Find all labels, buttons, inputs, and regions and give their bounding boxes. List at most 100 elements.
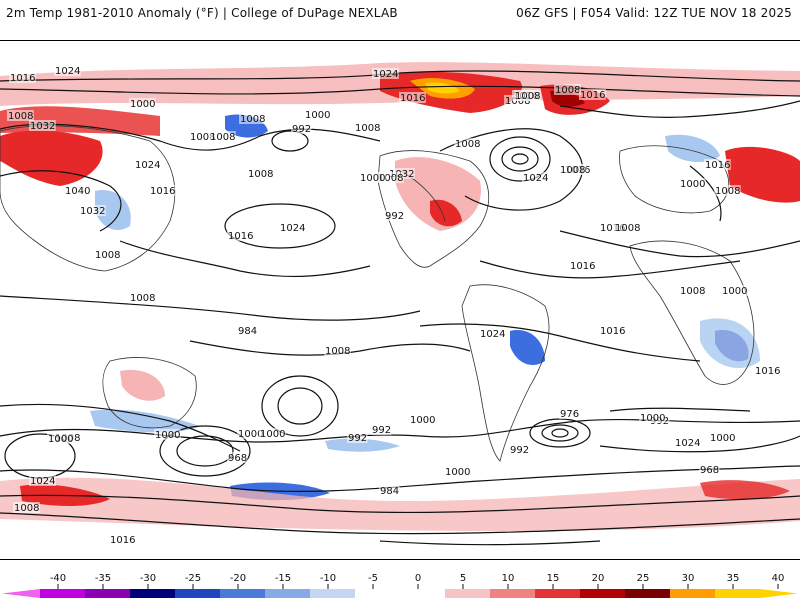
colorbar-swatch bbox=[355, 589, 400, 598]
isobar-label-bg bbox=[291, 123, 312, 134]
isobar-label: 992 bbox=[292, 124, 311, 135]
isobar-label: 1024 bbox=[480, 329, 505, 340]
isobar-label: 1024 bbox=[373, 69, 398, 80]
isobar bbox=[0, 85, 800, 97]
isobar-label: 1016 bbox=[600, 223, 625, 234]
colorbar-swatch bbox=[400, 589, 445, 598]
isobar-label-bg bbox=[7, 110, 34, 121]
isobar-label-bg bbox=[599, 222, 626, 233]
isobar-label-bg bbox=[209, 131, 236, 142]
isobar-label: 1000 bbox=[360, 173, 385, 184]
isobar-label-bg bbox=[679, 178, 706, 189]
isobar-label-bg bbox=[569, 260, 596, 271]
colorbar-swatch bbox=[715, 589, 760, 598]
isobar bbox=[609, 407, 751, 412]
isobar-label-bg bbox=[109, 534, 136, 545]
colorbar-tick-label: 0 bbox=[415, 573, 421, 584]
isobar-label: 992 bbox=[510, 445, 529, 456]
isobar-label-bg bbox=[554, 84, 581, 95]
isobar-label: 1008 bbox=[130, 293, 155, 304]
isobar-label-bg bbox=[704, 159, 731, 170]
isobar-label-bg bbox=[509, 444, 530, 455]
south-america-outline bbox=[461, 284, 550, 462]
isobar-label-bg bbox=[29, 120, 56, 131]
isobar-label-bg bbox=[679, 285, 706, 296]
warm-anomaly-east bbox=[725, 146, 800, 203]
isobar-label: 1016 bbox=[400, 93, 425, 104]
isobar-label: 1000 bbox=[722, 286, 747, 297]
colorbar-tick-label: -20 bbox=[230, 573, 246, 584]
isobar-label: 1032 bbox=[30, 121, 55, 132]
isobar bbox=[0, 465, 800, 493]
colorbar-tick-label: -30 bbox=[140, 573, 156, 584]
isobar-label: 1016 bbox=[580, 90, 605, 101]
colorbar-swatch bbox=[85, 589, 130, 598]
isobar-label: 1008 bbox=[240, 114, 265, 125]
isobar-label: 968 bbox=[700, 465, 719, 476]
warm-anomaly-us-central bbox=[430, 199, 462, 227]
isobar-label: 1032 bbox=[80, 206, 105, 217]
isobar-label: 1008 bbox=[505, 96, 530, 107]
colorbar-swatch bbox=[220, 589, 265, 598]
isobar-label: 1024 bbox=[30, 476, 55, 487]
isobar-label-bg bbox=[79, 205, 106, 216]
isobar-label-bg bbox=[54, 65, 81, 76]
isobar-label: 1016 bbox=[705, 160, 730, 171]
isobar-label-bg bbox=[714, 185, 741, 196]
isobar bbox=[0, 512, 800, 535]
isobar bbox=[0, 295, 421, 321]
colorbar-tick-label: 10 bbox=[502, 573, 515, 584]
chart-title: 2m Temp 1981-2010 Anomaly (°F) | College… bbox=[6, 6, 398, 20]
isobar-label: 1000 bbox=[410, 415, 435, 426]
weather-map[interactable]: 1024 1016 1000 1008 1032 1024 1040 1032 1016 1008… bbox=[0, 40, 800, 560]
isobar-label: 1000 bbox=[48, 434, 73, 445]
isobar-label: 1024 bbox=[280, 223, 305, 234]
isobar-label-bg bbox=[227, 452, 248, 463]
colorbar: -40 -35 -30 -25 -20 -15 -10 -5 0 5 10 15 20 25 30 35 40 bbox=[2, 573, 798, 598]
isobar-low bbox=[551, 428, 569, 438]
isobar-label: 1008 bbox=[190, 132, 215, 143]
isobar-label: 1008 bbox=[680, 286, 705, 297]
isobar bbox=[479, 260, 741, 279]
colorbar-swatch bbox=[445, 589, 490, 598]
isobar-high bbox=[261, 375, 339, 437]
isobar-labels: 1024101610001008103210241040103210161008… bbox=[7, 65, 781, 546]
isobar-label-bg bbox=[64, 185, 91, 196]
isobar-label: 1008 bbox=[560, 165, 585, 176]
isobar bbox=[0, 403, 241, 452]
map-canvas: 1024101610001008103210241040103210161008… bbox=[0, 62, 800, 546]
isobar-label: 1016 bbox=[755, 366, 780, 377]
colorbar-tick-label: -5 bbox=[368, 573, 378, 584]
warm-anomaly-australia bbox=[120, 369, 165, 401]
colorbar-swatch bbox=[310, 589, 355, 598]
isobar bbox=[559, 230, 800, 258]
isobar-label: 1000 bbox=[155, 430, 180, 441]
isobar-label: 1008 bbox=[615, 223, 640, 234]
isobar bbox=[0, 494, 800, 514]
isobar-label: 992 bbox=[372, 425, 391, 436]
isobar-label-bg bbox=[579, 89, 606, 100]
isobar-label: 1000 bbox=[445, 467, 470, 478]
isobar-label: 1000 bbox=[710, 433, 735, 444]
isobar-label: 1000 bbox=[238, 429, 263, 440]
isobar-label: 1016 bbox=[228, 231, 253, 242]
colorbar-swatch bbox=[625, 589, 670, 598]
africa-outline bbox=[629, 240, 755, 385]
model-run-info: 06Z GFS | F054 Valid: 12Z TUE NOV 18 202… bbox=[516, 6, 792, 20]
colorbar-tick-label: -40 bbox=[50, 573, 66, 584]
asia-outline bbox=[0, 125, 176, 272]
isobar-label: 1008 bbox=[715, 186, 740, 197]
isobar-label: 1000 bbox=[130, 99, 155, 110]
isobar-label-bg bbox=[514, 90, 541, 101]
isobar-label-bg bbox=[237, 325, 258, 336]
isobar-label: 1016 bbox=[150, 186, 175, 197]
isobar bbox=[0, 123, 381, 151]
isobar-label: 1000 bbox=[640, 413, 665, 424]
isobar bbox=[0, 170, 122, 232]
colorbar-swatch bbox=[40, 589, 85, 598]
colorbar-arrow-right bbox=[760, 589, 798, 598]
warm-anomaly-core bbox=[425, 82, 460, 94]
isobar-label: 1024 bbox=[135, 160, 160, 171]
isobar-label: 1016 bbox=[110, 535, 135, 546]
colorbar-swatch bbox=[670, 589, 715, 598]
